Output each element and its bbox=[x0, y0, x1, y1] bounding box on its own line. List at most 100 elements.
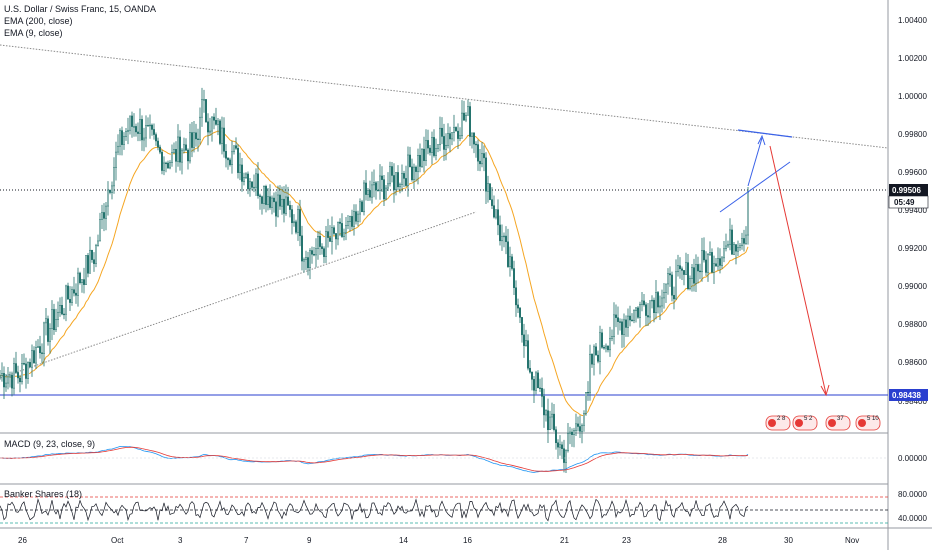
candle-body bbox=[563, 448, 565, 463]
candle-body bbox=[129, 115, 131, 131]
candle-body bbox=[675, 271, 677, 300]
channel-line[interactable] bbox=[719, 161, 791, 213]
candle-body bbox=[629, 315, 631, 321]
candle-body bbox=[257, 173, 259, 196]
candle-body bbox=[269, 196, 271, 208]
candle-body bbox=[273, 197, 275, 203]
candle-body bbox=[721, 257, 723, 266]
candle-body bbox=[663, 292, 665, 299]
time-axis[interactable]: 26 Oct 3 7 9 14 16 21 23 28 30 Nov bbox=[18, 536, 859, 545]
candle-body bbox=[555, 429, 557, 444]
candle-body bbox=[47, 318, 49, 342]
candle-body bbox=[29, 362, 31, 368]
banker-legend[interactable]: Banker Shares (18) bbox=[4, 489, 83, 499]
candle-body bbox=[53, 309, 55, 331]
candle-body bbox=[745, 234, 747, 244]
candle-body bbox=[343, 232, 345, 237]
candle-body bbox=[525, 340, 527, 346]
ema9-legend[interactable]: EMA (9, close) bbox=[4, 28, 63, 38]
candle-body bbox=[197, 138, 199, 140]
candle-body bbox=[569, 431, 571, 434]
candle-body bbox=[171, 152, 173, 163]
candle-body bbox=[153, 129, 155, 135]
candle-body bbox=[143, 137, 145, 141]
event-badge[interactable]: 5 2 bbox=[792, 415, 818, 431]
event-badges[interactable]: 2 8 5 2 37 5 10 bbox=[765, 415, 881, 431]
candle-body bbox=[123, 136, 125, 145]
countdown-tag bbox=[888, 195, 929, 209]
candle-body bbox=[511, 256, 513, 269]
banker-tick: 40.0000 bbox=[898, 514, 927, 523]
candle-body bbox=[413, 166, 415, 181]
candle-body bbox=[633, 310, 635, 321]
candle-body bbox=[131, 115, 133, 127]
candle-body bbox=[677, 265, 679, 273]
time-label: 30 bbox=[784, 536, 793, 545]
price-tick: 0.99400 bbox=[898, 206, 927, 215]
candle-body bbox=[609, 338, 611, 351]
candle-body bbox=[355, 211, 357, 222]
candle-body bbox=[341, 223, 343, 237]
candle-body bbox=[135, 126, 137, 133]
candle-body bbox=[467, 106, 469, 116]
banker-shares-series bbox=[0, 498, 749, 522]
candle-body bbox=[463, 112, 465, 121]
candle-body bbox=[385, 187, 387, 200]
candle-body bbox=[295, 221, 297, 233]
candle-body bbox=[559, 444, 561, 448]
projection-down-arrow[interactable] bbox=[769, 145, 827, 395]
candle-body bbox=[63, 313, 65, 316]
candle-body bbox=[611, 336, 613, 339]
candle-body bbox=[433, 137, 435, 156]
candle-body bbox=[69, 299, 71, 303]
candle-body bbox=[523, 334, 525, 346]
candle-body bbox=[361, 201, 363, 213]
candle-body bbox=[547, 410, 549, 431]
candle-body bbox=[735, 244, 737, 252]
event-badge[interactable]: 37 bbox=[825, 415, 851, 431]
candle-body bbox=[33, 350, 35, 364]
candle-body bbox=[313, 254, 315, 256]
projection-up-arrow[interactable] bbox=[747, 137, 763, 187]
candle-body bbox=[399, 184, 401, 188]
candle-body bbox=[231, 151, 233, 165]
ascending-trendline[interactable] bbox=[0, 211, 477, 379]
event-badge[interactable]: 5 10 bbox=[855, 415, 881, 431]
candle-body bbox=[643, 300, 645, 305]
macd-panel[interactable] bbox=[0, 445, 749, 473]
candle-body bbox=[517, 304, 519, 309]
candle-body bbox=[421, 148, 423, 167]
candle-body bbox=[247, 173, 249, 190]
price-axis[interactable]: 1.00400 1.00200 1.00000 0.99800 0.99600 … bbox=[888, 16, 929, 523]
candle-body bbox=[429, 147, 431, 153]
candle-body bbox=[241, 164, 243, 182]
chart-title[interactable]: U.S. Dollar / Swiss Franc, 15, OANDA bbox=[4, 4, 157, 14]
candle-body bbox=[369, 190, 371, 198]
candle-body bbox=[111, 185, 113, 193]
event-badge[interactable]: 2 8 bbox=[765, 415, 791, 431]
candle-body bbox=[219, 120, 221, 144]
candle-body bbox=[483, 153, 485, 159]
candle-body bbox=[689, 278, 691, 289]
countdown-value: 05:49 bbox=[894, 198, 915, 207]
candle-body bbox=[743, 238, 745, 244]
macd-legend[interactable]: MACD (9, 23, close, 9) bbox=[4, 439, 96, 449]
candle-body bbox=[7, 376, 9, 384]
candle-body bbox=[347, 221, 349, 226]
candle-body bbox=[161, 151, 163, 171]
candle-body bbox=[405, 178, 407, 186]
candle-body bbox=[0, 375, 1, 377]
candle-body bbox=[245, 173, 247, 178]
ema200-legend[interactable]: EMA (200, close) bbox=[4, 16, 73, 26]
projection-down-arrowhead bbox=[820, 384, 830, 397]
resistance-target-line[interactable] bbox=[737, 129, 793, 138]
candle-body bbox=[71, 289, 73, 303]
candle-body bbox=[373, 182, 375, 186]
candle-body bbox=[315, 248, 317, 256]
candle-body bbox=[261, 196, 263, 204]
candle-body bbox=[145, 125, 147, 139]
candle-body bbox=[51, 309, 53, 329]
candle-body bbox=[209, 130, 211, 133]
price-panel[interactable]: 2 8 5 2 37 5 10 bbox=[0, 44, 889, 473]
